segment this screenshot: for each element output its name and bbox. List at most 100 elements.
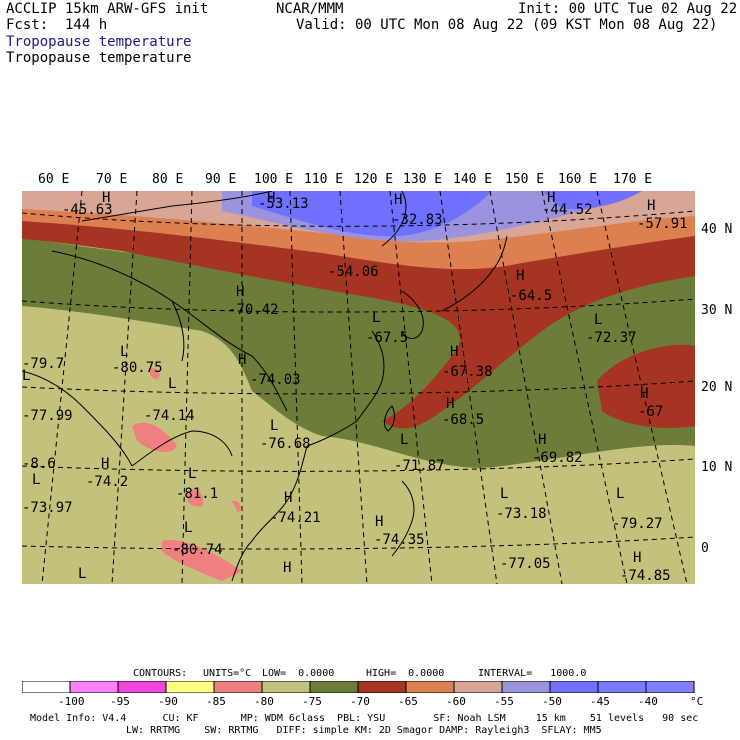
lat-label: 10 N [701,460,733,475]
value-label: -53.13 [258,196,309,212]
init-time: Init: 00 UTC Tue 02 Aug 22 [518,1,738,17]
map-panel: H H H H H H H H H H H H H H H H H L L L … [22,191,695,584]
low-marker: L [168,376,177,392]
cbar-seg [261,681,311,693]
contour-high: HIGH= 0.0000 [366,668,445,679]
colorbar-svg [22,681,695,693]
cbar-seg [117,681,167,693]
model-title: ACCLIP 15km ARW-GFS init [6,1,209,17]
high-marker: H [538,432,547,448]
lat-label: 40 N [701,222,733,237]
lat-label: 30 N [701,303,733,318]
band-85-80 [162,540,242,581]
cbar-seg [597,681,647,693]
band-50-45 [252,191,492,237]
value-label: -74.35 [374,532,425,548]
cbar-seg [213,681,263,693]
value-label: -79.7 [22,356,65,372]
lon-label: 160 E [558,172,598,187]
cbar-tick: -50 [542,695,562,708]
lat-label: 20 N [701,380,733,395]
physics-info: LW: RRTMG SW: RRTMG DIFF: simple KM: 2D … [126,725,602,736]
cbar-seg [22,681,71,693]
field-title-colored: Tropopause temperature [6,34,192,50]
low-marker: L [32,472,41,488]
low-marker: L [22,368,31,384]
high-marker: H [283,560,292,576]
band-85-80 [132,422,177,453]
value-label: -74.14 [144,408,195,424]
value-label: -74.03 [250,372,301,388]
lon-label: 70 E [96,172,128,187]
value-label: -57.91 [637,216,688,232]
low-marker: L [188,466,197,482]
low-marker: L [78,566,87,582]
high-marker: H [446,396,455,412]
high-marker: H [375,514,384,530]
high-marker: H [647,198,656,214]
value-label: -73.18 [496,506,547,522]
cbar-tick: -85 [206,695,226,708]
organization: NCAR/MMM [276,1,344,17]
low-marker: L [616,486,625,502]
high-marker: H [102,191,111,206]
value-label: -45.63 [62,202,113,218]
value-label: -77.05 [500,556,551,572]
value-label: -80.75 [112,360,163,376]
band-85-80 [186,489,204,507]
value-label: -74.21 [270,510,321,526]
high-marker: H [450,344,459,360]
band-85-80 [232,500,241,513]
high-marker: H [394,192,403,208]
value-label: -32.83 [392,212,443,228]
value-label: -80.74 [172,542,223,558]
cbar-tick: -65 [398,695,418,708]
colorbar [22,681,695,693]
value-label: -73.97 [22,500,73,516]
contour-units: UNITS=°C [203,668,252,679]
low-marker: L [120,344,129,360]
high-marker: H [267,191,276,206]
cbar-seg [645,681,695,693]
cbar-seg [453,681,503,693]
value-label: -74.2 [86,474,129,490]
cbar-tick: -45 [590,695,610,708]
value-label: -72.37 [586,330,637,346]
band-70-65-patch [597,344,695,428]
high-marker: H [547,191,556,206]
lon-label: 90 E [205,172,237,187]
value-label: -79.27 [612,516,663,532]
high-marker: H [640,386,649,402]
value-label: -44.52 [542,202,593,218]
cbar-seg [405,681,455,693]
lon-label: 80 E [152,172,184,187]
lat-label: 0 [701,541,709,556]
value-label: -77.99 [22,408,73,424]
cbar-seg [165,681,215,693]
contour-label: CONTOURS: [133,668,188,679]
valid-time: Valid: 00 UTC Mon 08 Aug 22 (09 KST Mon … [296,17,718,33]
cbar-tick: -80 [254,695,274,708]
cbar-seg [309,681,359,693]
forecast-hour: Fcst: 144 h [6,17,108,33]
contour-low: LOW= 0.0000 [262,668,335,679]
cbar-tick: -60 [446,695,466,708]
band-85-80 [149,368,160,379]
value-label: -69.82 [532,450,583,466]
band-70-65 [22,211,695,429]
high-marker: H [284,490,293,506]
low-marker: L [594,312,603,328]
model-info: Model Info: V4.4 CU: KF MP: WDM 6class P… [30,713,699,724]
value-label: -8.6 [22,456,56,472]
value-label: -81.1 [176,486,219,502]
coastlines [22,235,508,582]
value-label: -74.85 [620,568,671,584]
field-title-contour: Tropopause temperature [6,50,192,66]
lon-label: 60 E [38,172,70,187]
cbar-tick: -70 [350,695,370,708]
lon-label: 130 E [403,172,443,187]
value-label: -68.5 [442,412,485,428]
map-svg [22,191,695,584]
cbar-tick: -100 [58,695,85,708]
value-label: -64.5 [510,288,553,304]
